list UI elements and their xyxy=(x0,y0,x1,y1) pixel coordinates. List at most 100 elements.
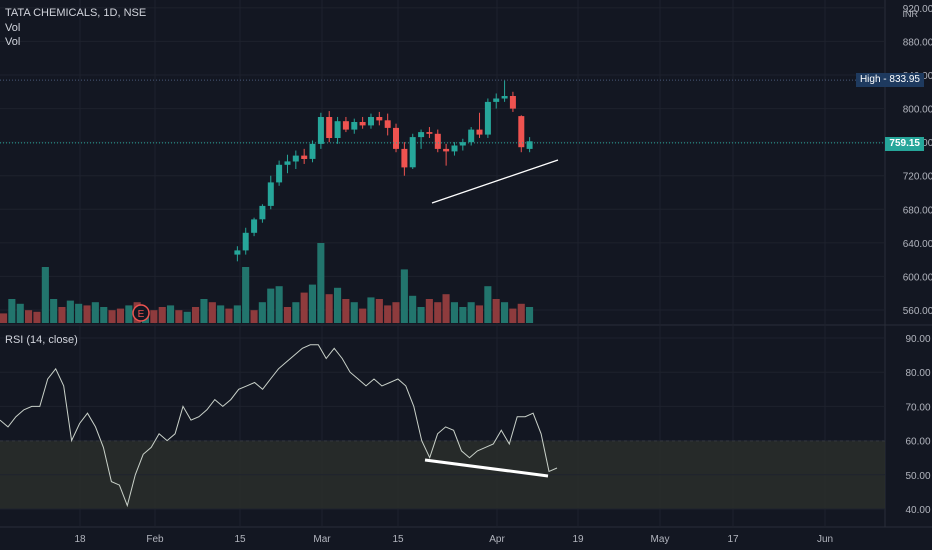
volume-bar xyxy=(167,305,175,323)
price-tick-label: 800.00 xyxy=(903,105,932,116)
candle-body xyxy=(484,101,491,135)
candle-body xyxy=(326,117,333,138)
volume-bar xyxy=(475,305,483,323)
volume-bar xyxy=(208,302,216,323)
volume-bar xyxy=(233,305,241,323)
time-tick-label: Feb xyxy=(146,534,164,545)
high-value: 833.95 xyxy=(889,74,920,85)
candle-body xyxy=(342,121,349,130)
volume-bar xyxy=(50,299,58,323)
candle-body xyxy=(393,127,399,149)
time-tick-label: 19 xyxy=(572,534,584,545)
volume-bar xyxy=(409,295,417,323)
earnings-marker-circle xyxy=(132,304,150,322)
last-price-badge: 759.15 xyxy=(885,137,924,151)
candle-body xyxy=(426,132,433,134)
volume-legend[interactable]: Vol xyxy=(5,22,21,34)
candle-body xyxy=(501,96,508,99)
rsi-line xyxy=(0,344,558,508)
candle-body xyxy=(443,148,450,152)
candle-body xyxy=(401,148,408,168)
volume-bar xyxy=(192,307,200,323)
volume-bar xyxy=(417,307,425,323)
rsi-tick-label: 40.00 xyxy=(905,505,930,516)
volume-bar xyxy=(292,302,300,323)
volume-legend-2[interactable]: Vol xyxy=(5,36,21,48)
currency-label: INR xyxy=(902,9,919,19)
volume-bar xyxy=(33,311,41,323)
symbol-legend[interactable]: TATA CHEMICALS, 1D, NSE xyxy=(5,7,147,19)
volume-bar xyxy=(459,307,467,323)
volume-bar xyxy=(91,302,99,323)
price-tick-label: 680.00 xyxy=(903,205,932,216)
time-tick-label: Jun xyxy=(817,534,833,545)
candle-body xyxy=(234,250,241,255)
volume-bar xyxy=(16,303,24,323)
candle-body xyxy=(242,232,249,251)
earnings-marker-label: E xyxy=(138,309,145,320)
volume-bar xyxy=(116,308,124,323)
candle-body xyxy=(368,117,374,126)
candle-body xyxy=(334,121,341,138)
volume-bar xyxy=(83,305,91,323)
volume-bar xyxy=(200,299,208,323)
volume-bar xyxy=(108,310,116,323)
volume-bar xyxy=(300,292,308,323)
time-tick-label: May xyxy=(651,534,670,545)
volume-bar xyxy=(375,299,383,323)
volume-bar xyxy=(308,284,316,323)
time-tick-label: Apr xyxy=(489,534,505,545)
volume-bar xyxy=(367,297,375,323)
volume-bar xyxy=(384,305,392,323)
volume-bar xyxy=(526,307,534,323)
price-tick-label: 880.00 xyxy=(903,37,932,48)
volume-bar xyxy=(492,299,500,323)
volume-bar xyxy=(334,287,342,323)
candle-body xyxy=(451,145,458,152)
volume-bar xyxy=(217,305,225,323)
time-tick-label: 18 xyxy=(74,534,86,545)
volume-bar xyxy=(125,305,133,323)
volume-bar xyxy=(392,302,400,323)
price-tick-label: 920.00 xyxy=(903,4,932,15)
candle-body xyxy=(309,143,316,159)
high-separator: - xyxy=(883,74,890,85)
time-tick-label: 15 xyxy=(234,534,246,545)
volume-bar xyxy=(509,308,517,323)
price-tick-label: 720.00 xyxy=(903,172,932,183)
price-trendline xyxy=(431,159,559,204)
candle-body xyxy=(267,182,274,206)
candle-body xyxy=(317,117,324,144)
volume-bar xyxy=(484,286,492,323)
volume-bar xyxy=(183,311,191,323)
rsi-tick-label: 60.00 xyxy=(905,437,930,448)
candle-body xyxy=(276,164,283,183)
volume-bar xyxy=(342,299,350,323)
rsi-tick-label: 50.00 xyxy=(905,471,930,482)
candle-body xyxy=(418,132,425,138)
volume-bar xyxy=(150,310,158,323)
price-tick-label: 600.00 xyxy=(903,272,932,283)
candle-body xyxy=(468,129,475,143)
volume-bar xyxy=(325,294,333,323)
candle-body xyxy=(476,129,483,135)
high-price-badge: High - 833.95 xyxy=(855,73,924,87)
rsi-legend[interactable]: RSI (14, close) xyxy=(5,334,78,346)
candle-body xyxy=(434,133,441,149)
candle-body xyxy=(493,98,500,102)
candle-body xyxy=(518,116,525,148)
volume-bar xyxy=(275,286,283,323)
candle-body xyxy=(259,205,266,220)
volume-bar xyxy=(250,310,258,323)
time-tick-label: 15 xyxy=(392,534,404,545)
rsi-tick-label: 90.00 xyxy=(905,334,930,345)
volume-bar xyxy=(501,302,509,323)
volume-bar xyxy=(283,307,291,323)
time-tick-label: 17 xyxy=(727,534,739,545)
volume-bar xyxy=(75,303,83,323)
candle-body xyxy=(251,219,258,233)
volume-bar xyxy=(41,267,49,323)
time-tick-label: Mar xyxy=(313,534,331,545)
